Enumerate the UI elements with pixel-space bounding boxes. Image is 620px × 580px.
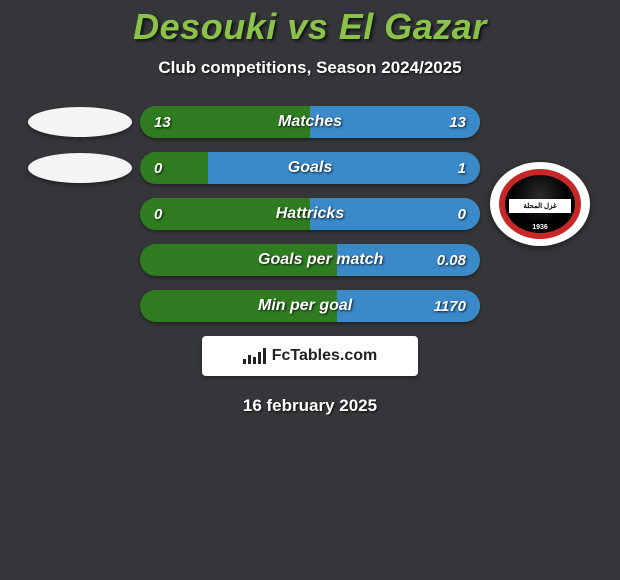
stat-bar: Min per goal 1170: [140, 290, 480, 322]
stat-bar: 0 Goals 1: [140, 152, 480, 184]
brand-badge[interactable]: FcTables.com: [202, 336, 418, 376]
stat-label: Goals per match: [258, 251, 383, 269]
stat-label: Hattricks: [276, 205, 344, 223]
stat-value-right: 1170: [434, 298, 466, 315]
player-badge-left: [28, 107, 132, 137]
page-subtitle: Club competitions, Season 2024/2025: [0, 58, 620, 78]
stat-label: Matches: [278, 113, 342, 131]
stat-row: Min per goal 1170: [0, 290, 620, 322]
page-title: Desouki vs El Gazar: [0, 6, 620, 48]
stat-value-right: 0.08: [437, 252, 466, 269]
stat-row: 0 Hattricks 0: [0, 198, 620, 230]
stat-row: Goals per match 0.08: [0, 244, 620, 276]
bar-fill-left: [140, 152, 208, 184]
left-badge-slot: [20, 107, 140, 137]
stat-value-right: 13: [449, 114, 466, 131]
stat-row: 0Goals1غزل المحلة1936: [0, 152, 620, 184]
stat-label: Goals: [288, 159, 332, 177]
stat-bar: Goals per match 0.08: [140, 244, 480, 276]
stat-bar: 13 Matches 13: [140, 106, 480, 138]
stat-value-left: 0: [154, 206, 162, 223]
stats-area: 13Matches130Goals1غزل المحلة19360Hattric…: [0, 106, 620, 322]
stat-bar: 0 Hattricks 0: [140, 198, 480, 230]
stat-value-right: 0: [458, 206, 466, 223]
footer-date: 16 february 2025: [0, 396, 620, 416]
stat-label: Min per goal: [258, 297, 352, 315]
stat-value-left: 0: [154, 160, 162, 177]
stat-value-right: 1: [458, 160, 466, 177]
stat-row: 13 Matches 13: [0, 106, 620, 138]
comparison-widget: Desouki vs El Gazar Club competitions, S…: [0, 0, 620, 416]
player-badge-left: [28, 153, 132, 183]
left-badge-slot: [20, 153, 140, 183]
brand-label: FcTables.com: [272, 347, 378, 365]
bar-fill-right: [208, 152, 480, 184]
chart-icon: [243, 348, 266, 364]
stat-value-left: 13: [154, 114, 171, 131]
